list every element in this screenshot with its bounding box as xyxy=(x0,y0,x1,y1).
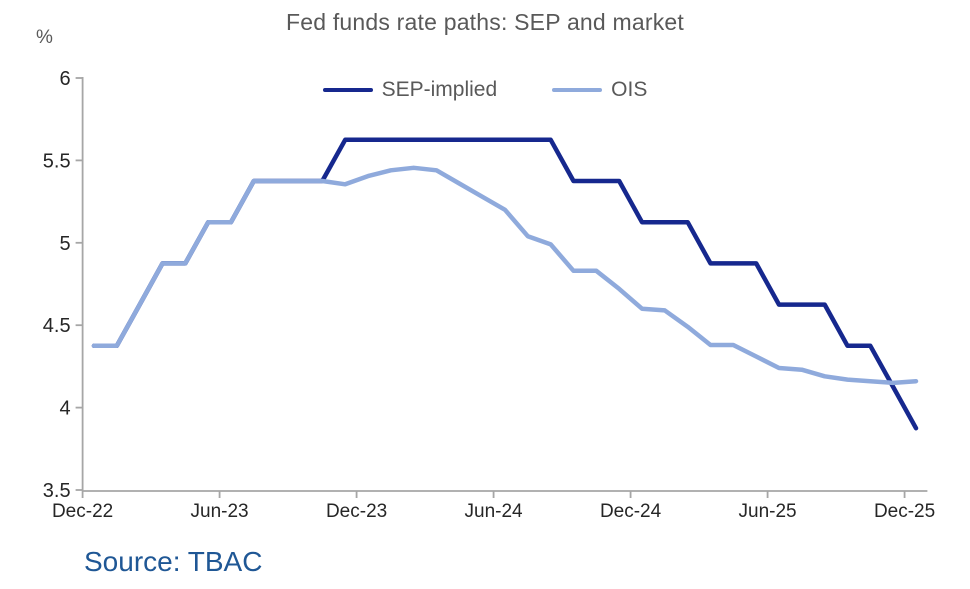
y-tick-label: 4 xyxy=(59,398,70,420)
x-tick-label: Dec-22 xyxy=(52,501,113,522)
x-tick-label: Dec-23 xyxy=(326,501,387,522)
x-tick-label: Dec-24 xyxy=(600,501,662,522)
source-note: Source: TBAC xyxy=(84,546,263,577)
chart-title: Fed funds rate paths: SEP and market xyxy=(286,9,684,35)
ois-legend-label: OIS xyxy=(611,78,648,101)
y-tick-label: 4.5 xyxy=(43,315,71,337)
chart-legend: SEP-implied OIS xyxy=(0,78,970,102)
sep-implied-legend-swatch xyxy=(322,87,373,93)
y-tick-label: 3.5 xyxy=(43,480,71,502)
sep-implied-line xyxy=(91,137,919,431)
ois-legend-swatch xyxy=(552,87,603,93)
y-tick-label: 5.5 xyxy=(43,150,71,172)
y-tick-label: 6 xyxy=(59,68,70,90)
x-tick-label: Dec-25 xyxy=(874,501,935,522)
y-axis-unit-label: % xyxy=(36,27,53,48)
sep-implied-legend-label: SEP-implied xyxy=(381,78,498,101)
x-tick-label: Jun-24 xyxy=(465,501,524,522)
x-tick-label: Jun-25 xyxy=(739,501,797,522)
ois-line xyxy=(91,165,919,386)
x-tick-label: Jun-23 xyxy=(191,501,249,522)
y-tick-label: 5 xyxy=(59,233,70,255)
